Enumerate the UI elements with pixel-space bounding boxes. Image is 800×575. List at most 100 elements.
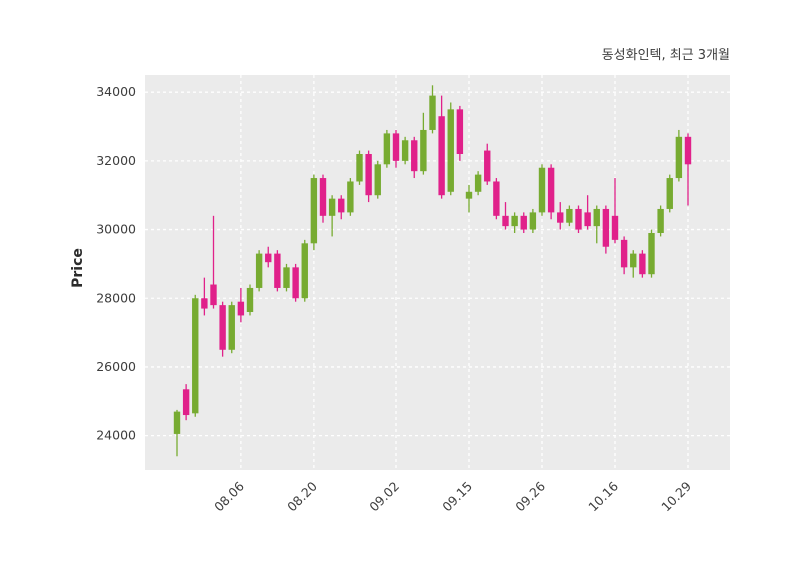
candle	[255, 250, 263, 292]
candle-body	[255, 253, 263, 288]
candle-body	[484, 150, 491, 182]
candle	[557, 202, 564, 230]
candle	[456, 105, 464, 161]
x-tick-label: 10.29	[658, 478, 694, 514]
candle	[210, 215, 217, 309]
candle-body	[301, 243, 308, 299]
x-tick-label: 10.16	[585, 478, 621, 514]
candle-body	[639, 253, 646, 275]
candle-body	[201, 298, 208, 309]
candle	[447, 102, 454, 196]
candle	[338, 195, 345, 220]
candle	[584, 195, 591, 230]
candle	[684, 133, 692, 206]
candle-body	[328, 198, 336, 216]
candle	[529, 208, 537, 233]
candle	[465, 184, 473, 213]
candle	[429, 85, 436, 134]
candle-body	[310, 178, 318, 244]
candle-body	[648, 233, 655, 275]
y-tick-label: 30000	[96, 222, 136, 237]
candle	[274, 250, 281, 292]
candle	[511, 212, 518, 233]
y-tick-label: 34000	[96, 84, 136, 99]
candle-body	[411, 140, 418, 172]
candle	[547, 164, 555, 220]
candle-body	[374, 164, 381, 196]
candle-body	[274, 253, 281, 288]
candle-body	[593, 208, 600, 227]
chart-title: 동성화인텍, 최근 3개월	[601, 48, 730, 63]
candle	[201, 277, 208, 316]
x-tick-label: 09.15	[439, 479, 475, 515]
candle-body	[493, 181, 500, 216]
candle	[566, 205, 573, 227]
candle	[420, 112, 427, 175]
candle	[246, 284, 254, 316]
candle-body	[502, 215, 509, 227]
candle-body	[237, 301, 245, 316]
candle	[620, 236, 628, 275]
x-tick-label: 08.06	[211, 478, 247, 514]
candle	[173, 409, 181, 457]
candle	[292, 263, 299, 302]
candle-body	[292, 267, 299, 299]
candle	[411, 136, 418, 179]
candle-body	[365, 154, 372, 196]
candle	[502, 202, 509, 230]
candle-body	[447, 109, 454, 192]
gridlines	[145, 75, 730, 470]
candle	[675, 129, 683, 182]
plot-panel	[145, 75, 730, 470]
candle-body	[575, 208, 582, 230]
candle-body	[283, 267, 290, 288]
candle	[602, 205, 610, 254]
candle	[192, 294, 199, 417]
candle	[401, 136, 409, 165]
candle-body	[557, 212, 564, 223]
candle-body	[319, 178, 327, 216]
candle-body	[620, 239, 628, 268]
candle	[383, 129, 391, 168]
candle-body	[547, 167, 555, 213]
candle	[575, 205, 582, 233]
candle	[657, 205, 664, 237]
candle-body	[630, 253, 637, 268]
candle-body	[338, 198, 345, 213]
candlestick-series	[173, 85, 692, 457]
candle-body	[566, 208, 573, 223]
candle-body	[219, 305, 226, 350]
y-tick-label: 28000	[96, 290, 136, 305]
candle-body	[356, 154, 363, 182]
candle	[392, 129, 400, 168]
candle-body	[465, 191, 473, 199]
candle	[374, 160, 381, 199]
x-tick-label: 09.26	[512, 478, 548, 514]
candle	[611, 178, 619, 244]
candle-body	[584, 212, 591, 227]
x-tick-label: 09.02	[366, 479, 402, 515]
candle	[484, 143, 491, 185]
candle-body	[192, 298, 199, 414]
candle	[666, 174, 673, 213]
candle-body	[438, 116, 445, 196]
candle-body	[529, 212, 537, 230]
candle-body	[265, 253, 272, 263]
candle	[630, 250, 637, 278]
candle	[328, 195, 336, 237]
candle	[283, 263, 290, 292]
candle	[265, 246, 272, 268]
x-axis-ticks: 08.06 08.20 09.02 09.15 09.26 10.16 10.29	[211, 478, 694, 514]
candle-body	[520, 215, 527, 230]
candle	[639, 250, 646, 278]
candle-body	[246, 287, 254, 312]
candle-body	[210, 284, 217, 306]
candle-body	[228, 305, 235, 350]
candle-body	[611, 215, 619, 240]
candle-body	[602, 208, 610, 247]
candle	[310, 174, 318, 251]
y-tick-label: 24000	[96, 428, 136, 443]
candle-body	[538, 167, 546, 213]
candle	[593, 205, 600, 244]
